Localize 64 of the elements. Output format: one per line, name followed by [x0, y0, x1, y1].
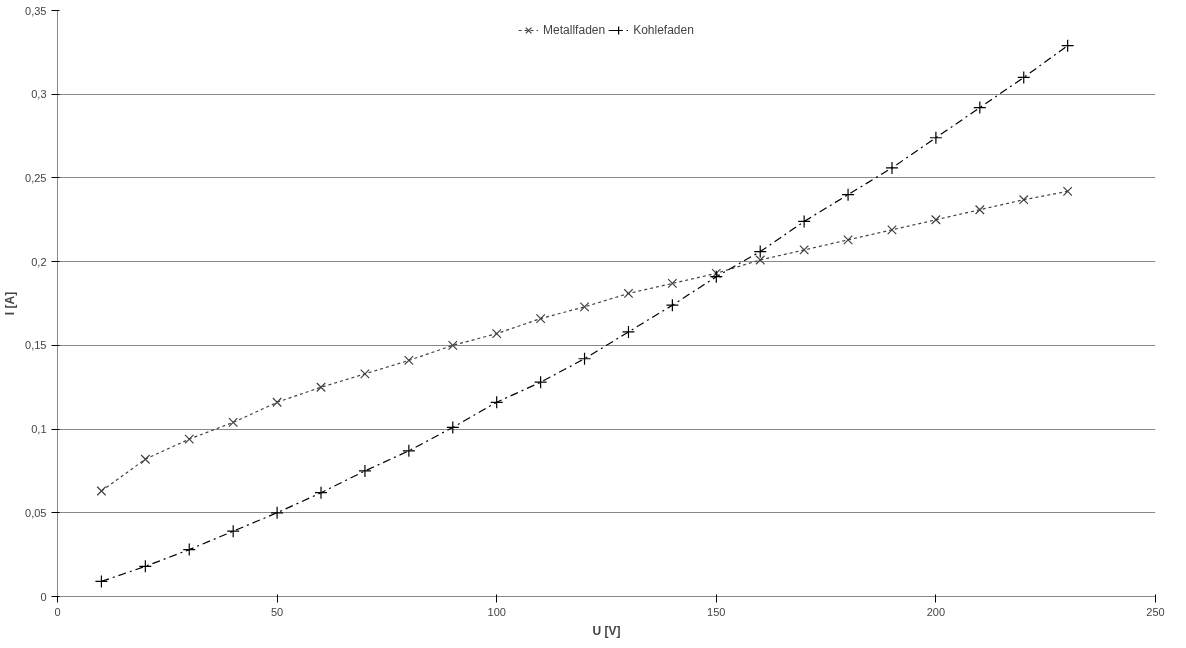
point [402, 444, 416, 458]
point [755, 255, 766, 265]
point [446, 420, 460, 434]
point [665, 298, 679, 312]
y-tick-label: 0,2 [31, 255, 47, 268]
point [841, 188, 855, 202]
point [753, 245, 767, 259]
point [974, 204, 985, 215]
y-tick-label: 0,05 [25, 506, 47, 519]
point [1018, 194, 1029, 205]
x-tick-label: 0 [54, 605, 61, 618]
y-tick-label: 0 [40, 590, 47, 603]
point [491, 328, 502, 339]
x-tick-label: 150 [707, 605, 726, 618]
point [711, 268, 722, 279]
point [1061, 39, 1075, 53]
point [226, 524, 240, 538]
point [94, 574, 109, 589]
point [140, 454, 151, 465]
point [929, 131, 943, 145]
point [973, 101, 987, 115]
point [534, 375, 548, 389]
point [931, 214, 941, 225]
point [623, 288, 634, 299]
point [272, 397, 282, 408]
point [316, 382, 326, 393]
point [182, 543, 196, 557]
point [96, 486, 107, 496]
point [799, 245, 809, 255]
x-tick-label: 100 [487, 605, 506, 618]
legend-label: Kohlefaden [633, 23, 694, 37]
point [667, 278, 678, 289]
x-tick-label: 50 [270, 605, 284, 618]
y-tick-label: 0,25 [25, 171, 47, 184]
point [577, 352, 592, 366]
y-tick-label: 0,15 [25, 339, 47, 352]
point [270, 506, 284, 520]
point [621, 325, 636, 339]
point [490, 395, 504, 409]
point [358, 464, 372, 478]
x-axis-title: U [V] [592, 623, 621, 638]
point [797, 214, 811, 229]
y-tick-label: 0,1 [31, 423, 47, 436]
point [404, 355, 414, 366]
point [447, 340, 458, 351]
point [314, 486, 328, 500]
point [228, 417, 239, 428]
point [887, 224, 897, 235]
point [138, 559, 152, 573]
y-tick-label: 0,3 [31, 88, 47, 101]
legend-label: Metallfaden [543, 23, 606, 37]
point [535, 313, 546, 324]
point [709, 270, 723, 284]
y-axis-title: I [A] [3, 291, 18, 316]
point [184, 434, 195, 444]
point [1017, 70, 1031, 85]
y-tick-label: 0,35 [25, 4, 47, 17]
point [360, 368, 370, 379]
point [579, 302, 590, 312]
point [885, 161, 899, 175]
x-tick-label: 250 [1146, 605, 1165, 618]
point [843, 235, 853, 245]
x-tick-label: 200 [926, 605, 946, 618]
point [1062, 186, 1073, 197]
